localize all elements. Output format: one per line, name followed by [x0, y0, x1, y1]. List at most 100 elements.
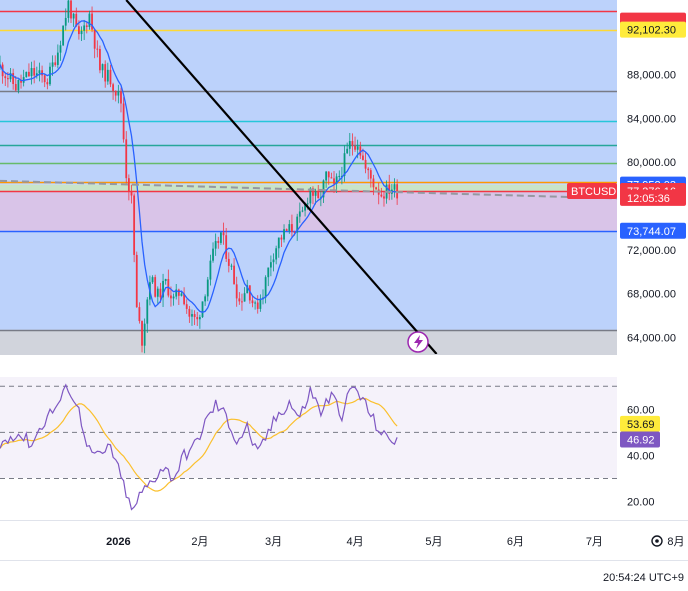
candle-body	[356, 146, 359, 150]
candle-body	[38, 70, 41, 74]
date-label: 8月	[667, 536, 684, 548]
candle-body	[141, 321, 143, 346]
candle-body	[133, 195, 136, 255]
candle-body	[233, 265, 235, 285]
candle-body	[164, 279, 167, 281]
candle-body	[241, 301, 243, 303]
settings-button[interactable]	[651, 535, 663, 547]
rsi-ma-line	[0, 397, 398, 492]
candle-body	[198, 317, 201, 320]
candle-body	[359, 146, 362, 156]
candle-body	[364, 159, 367, 169]
candle-body	[85, 25, 88, 27]
candle-body	[264, 277, 267, 298]
candle-body	[30, 68, 33, 77]
candle-body	[288, 224, 291, 231]
candle-body	[314, 190, 317, 196]
candle-body	[206, 279, 209, 297]
candle-body	[135, 254, 138, 308]
date-label: 7月	[586, 536, 603, 548]
candle-body	[380, 194, 383, 197]
candle-body	[43, 75, 46, 83]
candle-body	[172, 296, 175, 299]
candle-body	[96, 48, 99, 50]
candle-body	[333, 178, 335, 184]
rsi-tick-labels: 60.00 40.00 20.00	[627, 404, 655, 508]
candle-body	[56, 52, 59, 65]
time-axis[interactable]	[0, 520, 688, 560]
candle-body	[283, 229, 285, 240]
rsi-value-tag: 46.92	[627, 434, 655, 446]
price-tick-labels: 88,000.00 84,000.00 80,000.00 72,000.00 68,0…	[627, 70, 676, 345]
candle-body	[20, 79, 22, 83]
candle-body	[238, 298, 241, 302]
candle-body	[59, 45, 62, 53]
zone-4	[0, 329, 617, 354]
candle-body	[343, 153, 346, 176]
candle-body	[138, 307, 141, 322]
candle-body	[91, 13, 93, 30]
date-label: 4月	[346, 536, 363, 548]
candle-body	[114, 90, 117, 96]
candle-body	[35, 73, 38, 76]
candle-body	[185, 304, 188, 309]
rsi-panel	[0, 377, 617, 511]
candle-body	[104, 64, 107, 82]
candle-body	[70, 0, 72, 19]
date-label: 3月	[265, 536, 282, 548]
candle-body	[120, 91, 122, 104]
candle-body	[109, 69, 112, 85]
candle-body	[277, 237, 280, 249]
candle-body	[72, 13, 75, 19]
candle-body	[146, 299, 149, 324]
candle-body	[143, 323, 146, 346]
candle-body	[317, 190, 320, 199]
candle-body	[17, 79, 20, 91]
candle-body	[280, 237, 283, 240]
candle-body	[306, 203, 309, 205]
candle-body	[304, 203, 306, 211]
candle-body	[127, 178, 130, 192]
price-tick-label: 88,000.00	[627, 70, 676, 82]
candle-body	[204, 296, 207, 302]
candle-body	[298, 211, 301, 217]
candle-body	[348, 141, 351, 149]
candle-body	[291, 224, 293, 232]
replay-button[interactable]	[407, 331, 429, 353]
candle-body	[256, 302, 259, 309]
lightning-icon	[414, 335, 423, 349]
candle-body	[338, 175, 341, 177]
candle-body	[193, 314, 196, 318]
price-tag-bg	[620, 222, 686, 239]
candle-body	[99, 49, 101, 71]
candle-body	[180, 293, 183, 296]
candle-body	[156, 288, 159, 297]
candle-body	[183, 293, 185, 305]
candle-body	[83, 25, 86, 31]
candle-body	[188, 308, 191, 317]
price-tags: 92,102.3077,952.0377,376.1612:05:3673,74…	[567, 12, 686, 239]
candle-body	[248, 285, 251, 301]
candle-body	[235, 284, 238, 299]
candle-body	[88, 13, 91, 27]
descending-trendline[interactable]	[125, 0, 438, 355]
candle-body	[112, 84, 114, 91]
candle-body	[80, 30, 83, 35]
zone-1	[0, 184, 617, 192]
price-tick-label: 72,000.00	[627, 245, 676, 257]
candle-body	[62, 25, 65, 46]
zone-2	[0, 191, 617, 231]
date-label: 6月	[507, 536, 524, 548]
candle-body	[67, 0, 70, 18]
candle-body	[346, 148, 349, 154]
candle-body	[309, 188, 312, 204]
candle-body	[362, 155, 364, 160]
zone-3	[0, 230, 617, 330]
candle-body	[49, 66, 51, 85]
candle-body	[25, 71, 28, 78]
projected-price-line	[0, 179, 618, 200]
candle-body	[46, 82, 49, 85]
candle-body	[220, 232, 222, 243]
candle-body	[327, 171, 330, 178]
